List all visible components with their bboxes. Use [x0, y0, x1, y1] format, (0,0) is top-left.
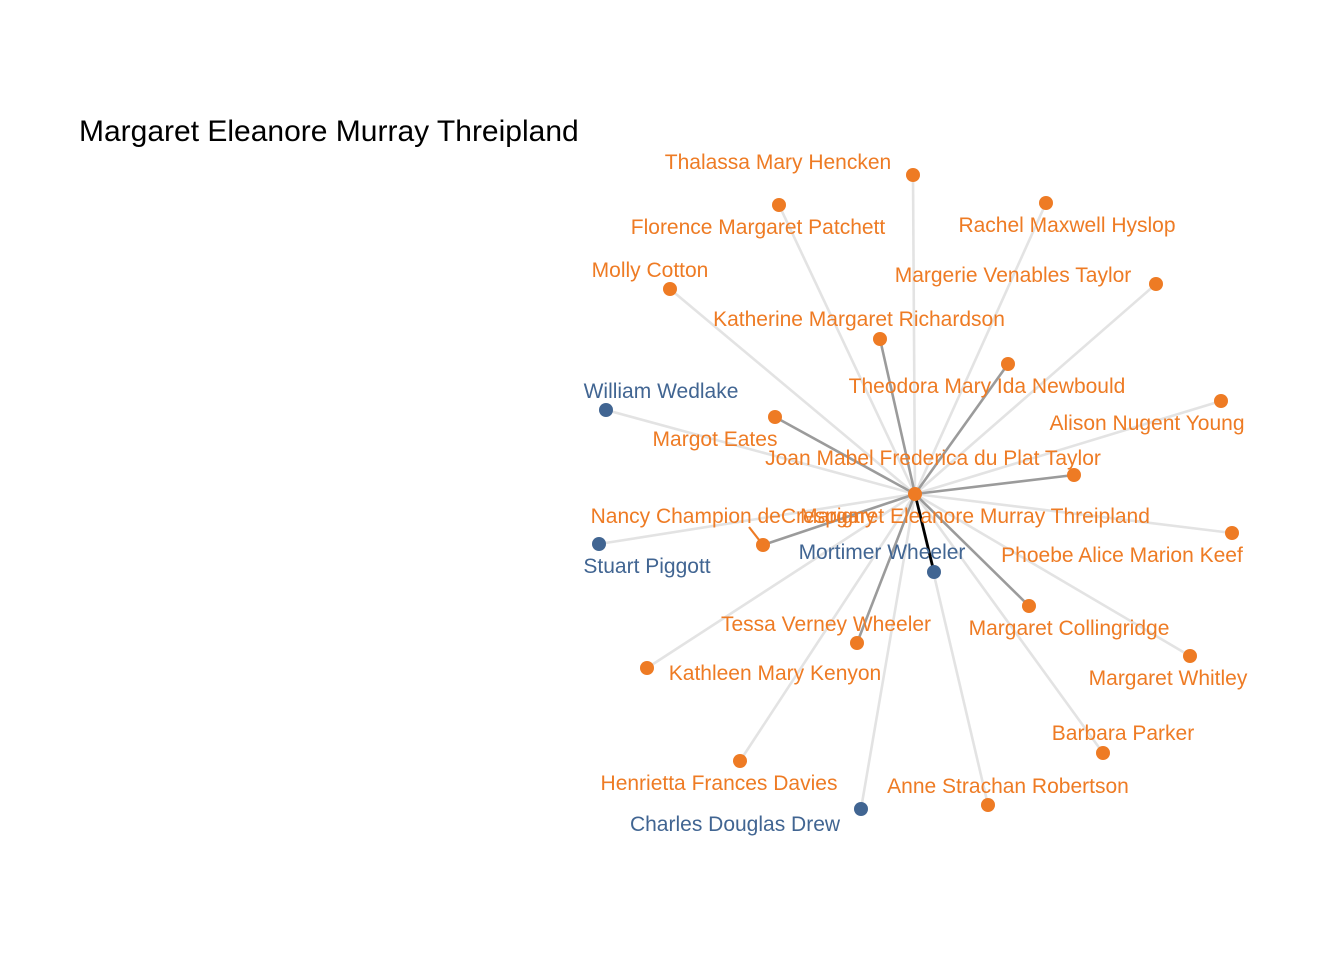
- edge-piggott: [598, 492, 916, 546]
- node-label-piggott: Stuart Piggott: [583, 555, 710, 578]
- node-hencken[interactable]: [906, 168, 920, 182]
- node-label-newbould: Theodora Mary Ida Newbould: [849, 375, 1126, 398]
- node-wedlake[interactable]: [599, 403, 613, 417]
- node-patchett[interactable]: [772, 198, 786, 212]
- node-label-richardson: Katherine Margaret Richardson: [713, 308, 1005, 331]
- edge-patchett: [777, 204, 917, 495]
- node-label-drew: Charles Douglas Drew: [630, 813, 841, 836]
- node-label-wedlake: William Wedlake: [584, 380, 739, 403]
- node-label-whitley: Margaret Whitley: [1089, 667, 1248, 690]
- node-center[interactable]: [908, 487, 922, 501]
- node-hyslop[interactable]: [1039, 196, 1053, 210]
- node-label-mwheeler: Mortimer Wheeler: [799, 541, 966, 564]
- node-eates[interactable]: [768, 410, 782, 424]
- edge-keef: [914, 492, 1233, 535]
- edge-twheeler: [855, 493, 917, 644]
- edge-hyslop: [913, 202, 1048, 495]
- node-piggott[interactable]: [592, 537, 606, 551]
- node-young[interactable]: [1214, 394, 1228, 408]
- edge-mwheeler: [913, 493, 936, 573]
- node-keef[interactable]: [1225, 526, 1239, 540]
- edge-drew: [859, 493, 917, 810]
- edge-newbould: [913, 363, 1010, 495]
- edge-cotton: [669, 288, 916, 495]
- node-label-hyslop: Rachel Maxwell Hyslop: [958, 214, 1175, 237]
- nodes-layer: [592, 168, 1239, 816]
- label-leader-crespigny: [748, 526, 764, 546]
- node-label-collingridge: Margaret Collingridge: [969, 617, 1170, 640]
- node-duplat[interactable]: [1067, 468, 1081, 482]
- node-robertson[interactable]: [981, 798, 995, 812]
- node-collingridge[interactable]: [1022, 599, 1036, 613]
- edge-collingridge: [914, 493, 1030, 607]
- edge-duplat: [914, 473, 1075, 496]
- edges-layer: [598, 174, 1233, 810]
- node-label-patchett: Florence Margaret Patchett: [631, 216, 886, 239]
- node-label-twheeler: Tessa Verney Wheeler: [721, 613, 931, 636]
- node-whitley[interactable]: [1183, 649, 1197, 663]
- node-davies[interactable]: [733, 754, 747, 768]
- labels-layer: Margaret Eleanore Murray Threipland Thala…: [583, 151, 1247, 836]
- node-label-crespigny: Nancy Champion deCrespigny: [591, 505, 876, 528]
- edge-richardson: [878, 338, 917, 495]
- node-label-hencken: Thalassa Mary Hencken: [665, 151, 891, 174]
- node-mwheeler[interactable]: [927, 565, 941, 579]
- node-label-center: Margaret Eleanore Murray Threipland: [800, 505, 1150, 528]
- node-label-parker: Barbara Parker: [1052, 722, 1194, 745]
- edge-vtaylor: [914, 283, 1157, 495]
- node-label-cotton: Molly Cotton: [592, 259, 709, 282]
- graph-title: Margaret Eleanore Murray Threipland: [79, 115, 579, 148]
- node-richardson[interactable]: [873, 332, 887, 346]
- node-kenyon[interactable]: [640, 661, 654, 675]
- edge-whitley: [914, 492, 1191, 658]
- node-parker[interactable]: [1096, 746, 1110, 760]
- edge-hencken: [911, 174, 917, 495]
- edge-wedlake: [605, 408, 916, 496]
- node-label-vtaylor: Margerie Venables Taylor: [895, 264, 1132, 287]
- node-label-robertson: Anne Strachan Robertson: [887, 775, 1129, 798]
- edge-davies: [738, 493, 917, 762]
- node-vtaylor[interactable]: [1149, 277, 1163, 291]
- edge-kenyon: [646, 492, 916, 670]
- node-newbould[interactable]: [1001, 357, 1015, 371]
- edge-crespigny: [762, 492, 916, 547]
- node-label-young: Alison Nugent Young: [1050, 412, 1245, 435]
- node-label-duplat: Joan Mabel Frederica du Plat Taylor: [765, 447, 1101, 470]
- node-drew[interactable]: [854, 802, 868, 816]
- node-cotton[interactable]: [663, 282, 677, 296]
- node-label-kenyon: Kathleen Mary Kenyon: [669, 662, 881, 685]
- node-label-davies: Henrietta Frances Davies: [601, 772, 838, 795]
- node-label-keef: Phoebe Alice Marion Keef: [1001, 544, 1243, 567]
- edge-young: [914, 399, 1222, 496]
- node-label-eates: Margot Eates: [653, 428, 778, 451]
- node-twheeler[interactable]: [850, 636, 864, 650]
- edge-eates: [774, 415, 916, 496]
- edge-parker: [913, 493, 1105, 754]
